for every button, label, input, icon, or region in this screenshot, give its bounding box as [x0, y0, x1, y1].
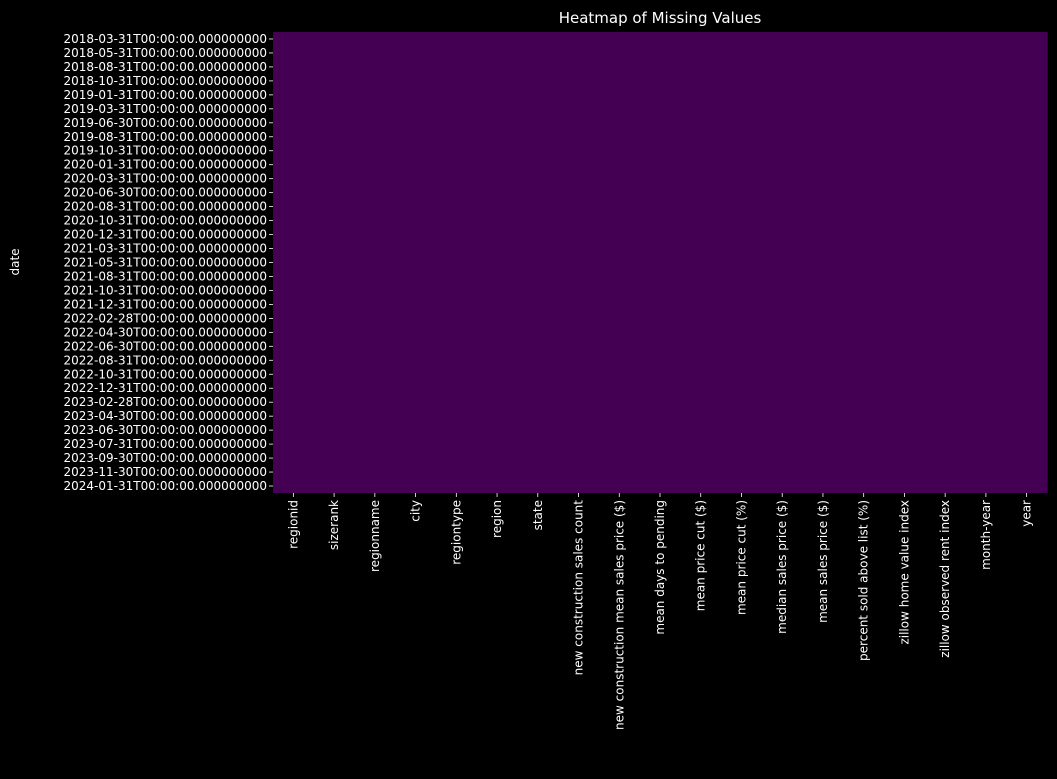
heatmap-column-cell [924, 32, 967, 493]
y-tick-label: 2018-03-31T00:00:00.000000000 [64, 32, 268, 46]
heatmap-column-cell [721, 32, 763, 493]
y-tick-label: 2019-10-31T00:00:00.000000000 [64, 144, 268, 158]
y-tick-label: 2018-05-31T00:00:00.000000000 [64, 46, 268, 60]
y-tick-label: 2023-06-30T00:00:00.000000000 [64, 423, 268, 437]
heatmap-column-cell [517, 32, 559, 493]
y-tick-label: 2021-08-31T00:00:00.000000000 [64, 269, 268, 283]
heatmap-column-cell [395, 32, 437, 493]
chart-title: Heatmap of Missing Values [559, 9, 762, 27]
y-tick-label: 2022-08-31T00:00:00.000000000 [64, 353, 268, 367]
y-tick-label: 2019-01-31T00:00:00.000000000 [64, 88, 268, 102]
y-tick-label: 2020-03-31T00:00:00.000000000 [64, 172, 268, 186]
heatmap-column-cell [843, 32, 885, 493]
y-tick-label: 2022-12-31T00:00:00.000000000 [64, 381, 268, 395]
y-tick-label: 2022-04-30T00:00:00.000000000 [64, 325, 268, 339]
x-tick-label: mean days to pending [653, 500, 667, 635]
y-tick-label: 2022-02-28T00:00:00.000000000 [64, 311, 268, 325]
y-axis-ticks: 2018-03-31T00:00:00.0000000002018-05-31T… [64, 32, 273, 493]
heatmap-column-cell [639, 32, 681, 493]
x-tick-label: mean price cut (%) [734, 500, 748, 615]
y-tick-label: 2020-01-31T00:00:00.000000000 [64, 158, 268, 172]
x-tick-label: mean sales price ($) [816, 500, 830, 623]
y-tick-label: 2019-08-31T00:00:00.000000000 [64, 130, 268, 144]
x-tick-label: percent sold above list (%) [857, 500, 871, 661]
y-tick-label: 2023-09-30T00:00:00.000000000 [64, 451, 268, 465]
heatmap-cells [273, 32, 1048, 493]
x-tick-label: city [409, 500, 423, 522]
y-tick-label: 2018-08-31T00:00:00.000000000 [64, 60, 268, 74]
heatmap-column-cell [680, 32, 722, 493]
x-tick-label: regionname [368, 500, 382, 572]
y-tick-label: 2020-12-31T00:00:00.000000000 [64, 228, 268, 242]
y-tick-label: 2023-02-28T00:00:00.000000000 [64, 395, 268, 409]
heatmap-column-cell [435, 32, 478, 493]
x-tick-label: median sales price ($) [775, 500, 789, 634]
x-tick-label: new construction sales count [572, 500, 586, 676]
x-tick-label: state [531, 500, 545, 530]
y-tick-label: 2020-06-30T00:00:00.000000000 [64, 186, 268, 200]
heatmap-column-cell [598, 32, 641, 493]
y-tick-label: 2020-10-31T00:00:00.000000000 [64, 214, 268, 228]
heatmap-column-cell [761, 32, 804, 493]
y-tick-label: 2018-10-31T00:00:00.000000000 [64, 74, 268, 88]
heatmap-column-cell [273, 32, 315, 493]
heatmap-column-cell [558, 32, 600, 493]
y-tick-label: 2023-07-31T00:00:00.000000000 [64, 437, 268, 451]
y-tick-label: 2021-05-31T00:00:00.000000000 [64, 256, 268, 270]
heatmap-column-cell [802, 32, 844, 493]
y-tick-label: 2019-06-30T00:00:00.000000000 [64, 116, 268, 130]
y-tick-label: 2021-03-31T00:00:00.000000000 [64, 242, 268, 256]
y-tick-label: 2022-06-30T00:00:00.000000000 [64, 339, 268, 353]
y-tick-label: 2019-03-31T00:00:00.000000000 [64, 102, 268, 116]
heatmap-column-cell [476, 32, 519, 493]
y-tick-label: 2022-10-31T00:00:00.000000000 [64, 367, 268, 381]
x-tick-label: zillow observed rent index [938, 500, 952, 658]
y-tick-label: 2021-10-31T00:00:00.000000000 [64, 283, 268, 297]
heatmap-column-cell [965, 32, 1007, 493]
x-tick-label: regionid [286, 500, 300, 549]
heatmap-column-cell [884, 32, 926, 493]
heatmap-column-cell [354, 32, 396, 493]
x-tick-label: mean price cut ($) [694, 500, 708, 611]
heatmap-column-cell [1006, 32, 1048, 493]
heatmap-column-cell [313, 32, 356, 493]
x-tick-label: new construction mean sales price ($) [612, 500, 626, 730]
x-tick-label: zillow home value index [897, 500, 911, 645]
y-tick-label: 2024-01-31T00:00:00.000000000 [64, 479, 268, 493]
x-tick-label: regiontype [449, 500, 463, 565]
y-tick-label: 2023-04-30T00:00:00.000000000 [64, 409, 268, 423]
x-axis-ticks: regionid sizerank regionname city regiontype… [286, 493, 1034, 730]
x-tick-label: year [1020, 500, 1034, 527]
y-tick-label: 2020-08-31T00:00:00.000000000 [64, 200, 268, 214]
x-tick-label: sizerank [327, 500, 341, 550]
x-tick-label: month-year [979, 500, 993, 570]
x-tick-label: region [490, 500, 504, 538]
y-axis-label: date [8, 248, 22, 275]
y-tick-label: 2023-11-30T00:00:00.000000000 [64, 465, 268, 479]
y-tick-label: 2021-12-31T00:00:00.000000000 [64, 297, 268, 311]
